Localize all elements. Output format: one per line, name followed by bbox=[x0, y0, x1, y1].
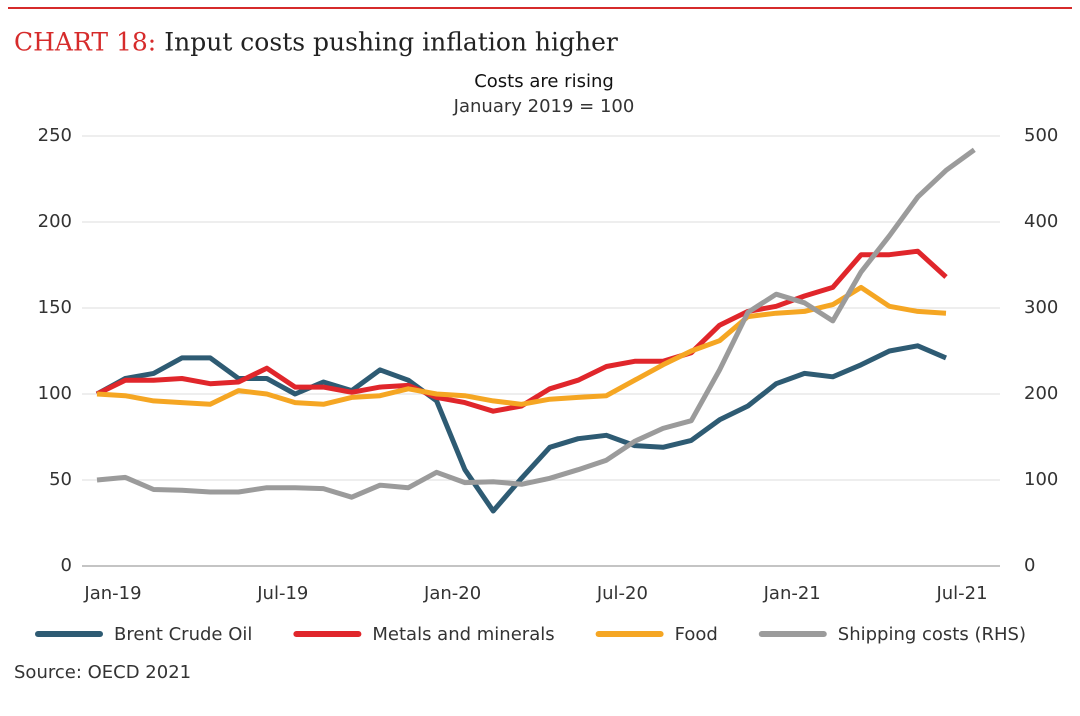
source: Source: OECD 2021 bbox=[14, 662, 191, 683]
legend-label: Food bbox=[675, 624, 718, 645]
y2-tick-label: 400 bbox=[1024, 211, 1058, 232]
y2-tick-label: 300 bbox=[1024, 297, 1058, 318]
y-tick-label: 150 bbox=[38, 297, 72, 318]
subtitle2: January 2019 = 100 bbox=[453, 96, 635, 117]
series-line bbox=[96, 284, 947, 407]
y2-tick-label: 0 bbox=[1024, 555, 1035, 576]
x-tick-label: Jan-21 bbox=[763, 583, 821, 604]
legend-label: Metals and minerals bbox=[372, 624, 554, 645]
chart-title: Input costs pushing inflation higher bbox=[164, 28, 618, 57]
x-tick-label: Jul-20 bbox=[596, 583, 648, 604]
x-tick-label: Jan-19 bbox=[83, 583, 141, 604]
legend-label: Shipping costs (RHS) bbox=[838, 624, 1026, 645]
y-tick-label: 250 bbox=[38, 125, 72, 146]
y2-tick-label: 500 bbox=[1024, 125, 1058, 146]
y-tick-label: 0 bbox=[61, 555, 72, 576]
series-line bbox=[96, 147, 976, 500]
series-line bbox=[95, 248, 948, 414]
x-tick-label: Jul-19 bbox=[256, 583, 308, 604]
y-tick-label: 100 bbox=[38, 383, 72, 404]
y2-tick-label: 200 bbox=[1024, 383, 1058, 404]
x-tick-label: Jan-20 bbox=[423, 583, 481, 604]
y-tick-label: 200 bbox=[38, 211, 72, 232]
y2-tick-label: 100 bbox=[1024, 469, 1058, 490]
subtitle: Costs are rising bbox=[474, 71, 614, 92]
series-line bbox=[95, 343, 947, 514]
legend-label: Brent Crude Oil bbox=[114, 624, 252, 645]
y-tick-label: 50 bbox=[49, 469, 72, 490]
chart-title-prefix: CHART 18: bbox=[14, 28, 156, 57]
x-tick-label: Jul-21 bbox=[935, 583, 987, 604]
